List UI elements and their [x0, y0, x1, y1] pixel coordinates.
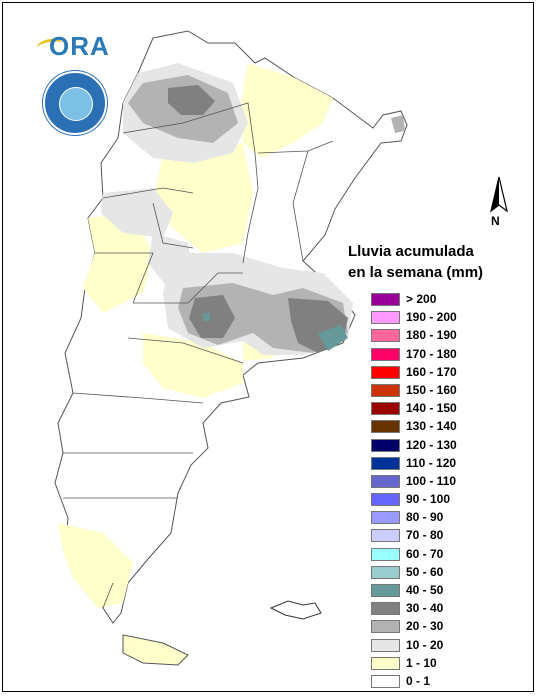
legend-swatch	[371, 311, 400, 325]
legend-label: 70 - 80	[406, 528, 444, 543]
legend-swatch	[371, 420, 400, 434]
legend-label: 90 - 100	[406, 492, 451, 507]
legend-swatch	[371, 602, 400, 616]
legend-swatch	[371, 674, 400, 688]
legend-swatch	[371, 529, 400, 543]
rain-zone-30-40-west	[189, 295, 235, 338]
argentina-rainfall-map	[54, 30, 408, 666]
north-arrow-icon	[490, 176, 508, 213]
legend-swatch	[371, 438, 400, 452]
legend-label: 160 - 170	[406, 364, 457, 379]
legend-label: 60 - 70	[406, 546, 444, 561]
legend-label: 170 - 180	[406, 346, 457, 361]
legend-swatch	[371, 547, 400, 561]
legend-swatch	[371, 511, 400, 525]
rain-zone-1-10-patagonia	[58, 523, 133, 608]
legend-swatch	[371, 293, 400, 306]
legend-label: 1 - 10	[406, 655, 437, 670]
legend-label: 10 - 20	[406, 637, 444, 652]
legend-label: 190 - 200	[406, 310, 457, 325]
legend-label: 50 - 60	[406, 564, 444, 579]
legend-swatch	[371, 474, 400, 488]
tierra-del-fuego	[122, 634, 189, 666]
legend-swatch	[371, 565, 400, 579]
rain-zone-10-20-mid	[148, 233, 193, 288]
malvinas-islands	[269, 600, 322, 620]
rain-zone-1-10-south	[143, 333, 243, 398]
rain-zone-1-10-west	[83, 213, 153, 313]
legend-swatch	[371, 456, 400, 470]
legend-swatch	[371, 620, 400, 634]
legend-label: 140 - 150	[406, 401, 457, 416]
rain-zone-1-10-center	[153, 143, 253, 253]
legend-label: 110 - 120	[406, 455, 457, 470]
rain-zone-1-10-north	[241, 63, 333, 158]
legend-title-line2: en la semana (mm)	[348, 264, 484, 281]
legend-label: 40 - 50	[406, 583, 444, 597]
rain-zone-40-50-east	[318, 325, 348, 351]
legend-swatch	[371, 402, 400, 416]
legend-label: 100 - 110	[406, 473, 457, 488]
legend-label: 130 - 140	[406, 419, 457, 434]
legend-label: 0 - 1	[406, 673, 431, 688]
legend-label: 20 - 30	[406, 619, 444, 634]
ora-logo: ORA	[49, 31, 110, 61]
legend-label: 150 - 160	[406, 382, 457, 397]
legend-swatch	[371, 347, 400, 361]
rain-zone-10-20-center	[101, 188, 173, 238]
legend-swatch	[371, 638, 400, 652]
legend-title-line1: Lluvia acumulada	[348, 243, 474, 260]
legend-swatch	[371, 383, 400, 397]
legend-label: 80 - 90	[406, 510, 444, 525]
legend-swatch	[371, 584, 400, 597]
legend-label: 180 - 190	[406, 328, 457, 343]
legend-label: 120 - 130	[406, 437, 457, 452]
legend-swatch	[371, 656, 400, 670]
province-borders	[63, 102, 334, 609]
legend-swatch	[371, 365, 400, 379]
legend-label: 30 - 40	[406, 601, 444, 616]
smn-seal-icon	[43, 71, 107, 135]
legend-title: Lluvia acumulada en la semana (mm)	[348, 241, 483, 283]
rain-zone-20-30-mesopotamia	[391, 115, 405, 133]
legend-swatch	[371, 493, 400, 507]
rain-zone-30-40-nw	[168, 85, 215, 115]
north-label: N	[491, 214, 500, 228]
legend-swatch	[371, 329, 400, 343]
rain-zone-40-50-west	[203, 313, 210, 321]
legend-label: > 200	[406, 292, 437, 306]
